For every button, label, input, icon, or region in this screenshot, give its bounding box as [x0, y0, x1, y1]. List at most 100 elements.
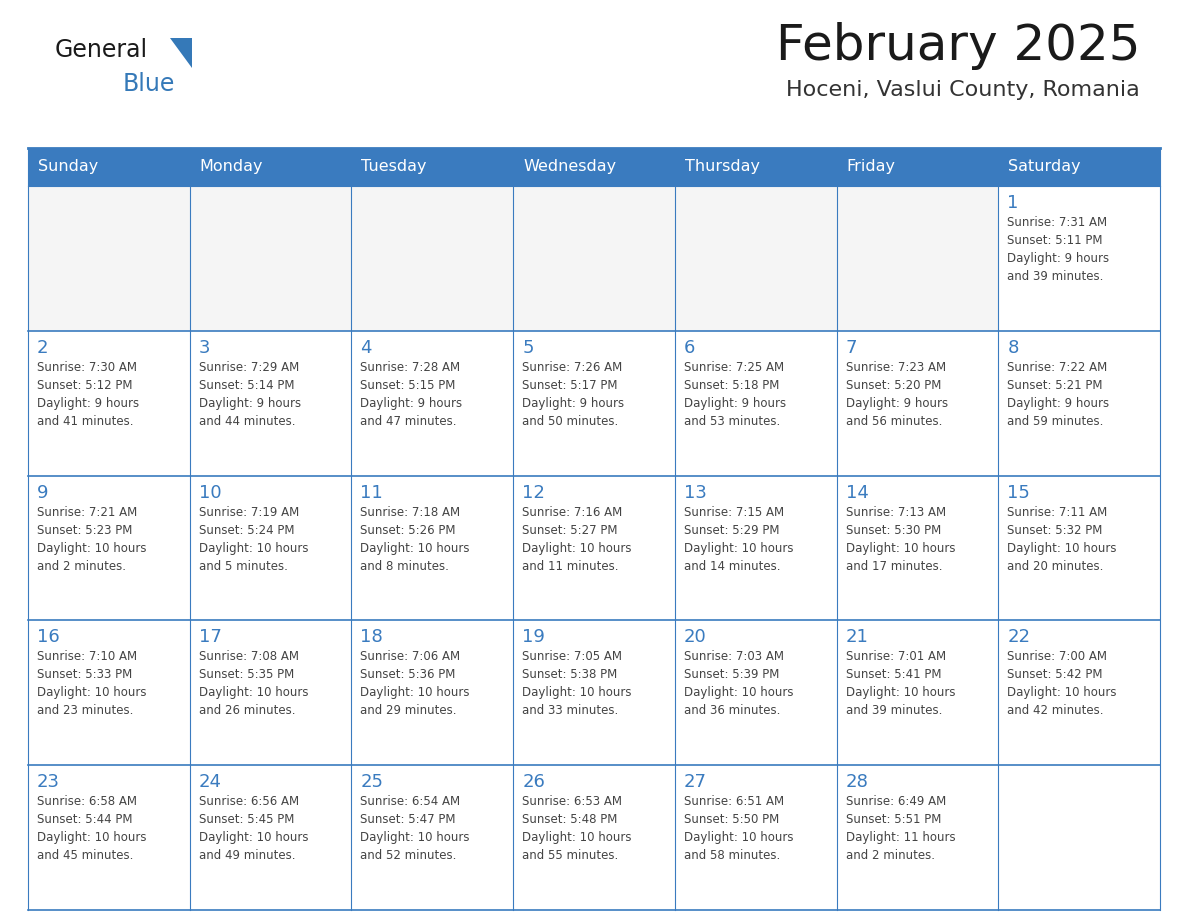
- Text: Sunrise: 7:01 AM
Sunset: 5:41 PM
Daylight: 10 hours
and 39 minutes.: Sunrise: 7:01 AM Sunset: 5:41 PM Dayligh…: [846, 650, 955, 717]
- Text: Sunrise: 7:10 AM
Sunset: 5:33 PM
Daylight: 10 hours
and 23 minutes.: Sunrise: 7:10 AM Sunset: 5:33 PM Dayligh…: [37, 650, 146, 717]
- Bar: [352, 186, 513, 330]
- Text: 7: 7: [846, 339, 857, 357]
- Text: 24: 24: [198, 773, 222, 791]
- Text: Thursday: Thursday: [684, 160, 760, 174]
- Text: 20: 20: [684, 629, 707, 646]
- Bar: [513, 476, 675, 621]
- Text: Monday: Monday: [200, 160, 264, 174]
- Text: 25: 25: [360, 773, 384, 791]
- Text: 18: 18: [360, 629, 384, 646]
- Bar: [513, 186, 675, 330]
- Bar: [836, 766, 998, 910]
- Text: 6: 6: [684, 339, 695, 357]
- Bar: [675, 186, 836, 330]
- Bar: [29, 621, 190, 766]
- Text: Hoceni, Vaslui County, Romania: Hoceni, Vaslui County, Romania: [786, 80, 1140, 100]
- Text: Sunrise: 7:05 AM
Sunset: 5:38 PM
Daylight: 10 hours
and 33 minutes.: Sunrise: 7:05 AM Sunset: 5:38 PM Dayligh…: [523, 650, 632, 717]
- Text: 11: 11: [360, 484, 384, 501]
- Bar: [675, 621, 836, 766]
- Bar: [998, 766, 1159, 910]
- Bar: [190, 148, 352, 186]
- Bar: [190, 330, 352, 476]
- Text: 16: 16: [37, 629, 59, 646]
- Text: Sunrise: 7:11 AM
Sunset: 5:32 PM
Daylight: 10 hours
and 20 minutes.: Sunrise: 7:11 AM Sunset: 5:32 PM Dayligh…: [1007, 506, 1117, 573]
- Text: 14: 14: [846, 484, 868, 501]
- Text: Sunday: Sunday: [38, 160, 99, 174]
- Bar: [29, 186, 190, 330]
- Bar: [190, 766, 352, 910]
- Bar: [190, 476, 352, 621]
- Bar: [836, 148, 998, 186]
- Text: Tuesday: Tuesday: [361, 160, 426, 174]
- Text: Blue: Blue: [124, 72, 176, 96]
- Text: 17: 17: [198, 629, 222, 646]
- Bar: [190, 621, 352, 766]
- Polygon shape: [170, 38, 192, 68]
- Text: 8: 8: [1007, 339, 1018, 357]
- Text: 4: 4: [360, 339, 372, 357]
- Text: Sunrise: 7:13 AM
Sunset: 5:30 PM
Daylight: 10 hours
and 17 minutes.: Sunrise: 7:13 AM Sunset: 5:30 PM Dayligh…: [846, 506, 955, 573]
- Text: Sunrise: 7:22 AM
Sunset: 5:21 PM
Daylight: 9 hours
and 59 minutes.: Sunrise: 7:22 AM Sunset: 5:21 PM Dayligh…: [1007, 361, 1110, 428]
- Text: Sunrise: 7:18 AM
Sunset: 5:26 PM
Daylight: 10 hours
and 8 minutes.: Sunrise: 7:18 AM Sunset: 5:26 PM Dayligh…: [360, 506, 470, 573]
- Text: 13: 13: [684, 484, 707, 501]
- Bar: [513, 330, 675, 476]
- Text: 26: 26: [523, 773, 545, 791]
- Text: Sunrise: 7:31 AM
Sunset: 5:11 PM
Daylight: 9 hours
and 39 minutes.: Sunrise: 7:31 AM Sunset: 5:11 PM Dayligh…: [1007, 216, 1110, 283]
- Text: 1: 1: [1007, 194, 1018, 212]
- Bar: [836, 621, 998, 766]
- Text: 2: 2: [37, 339, 49, 357]
- Text: Sunrise: 7:30 AM
Sunset: 5:12 PM
Daylight: 9 hours
and 41 minutes.: Sunrise: 7:30 AM Sunset: 5:12 PM Dayligh…: [37, 361, 139, 428]
- Text: Sunrise: 7:00 AM
Sunset: 5:42 PM
Daylight: 10 hours
and 42 minutes.: Sunrise: 7:00 AM Sunset: 5:42 PM Dayligh…: [1007, 650, 1117, 717]
- Text: 15: 15: [1007, 484, 1030, 501]
- Bar: [836, 476, 998, 621]
- Text: 12: 12: [523, 484, 545, 501]
- Bar: [352, 148, 513, 186]
- Text: 23: 23: [37, 773, 61, 791]
- Bar: [513, 621, 675, 766]
- Bar: [998, 330, 1159, 476]
- Text: 3: 3: [198, 339, 210, 357]
- Bar: [352, 476, 513, 621]
- Text: Sunrise: 7:28 AM
Sunset: 5:15 PM
Daylight: 9 hours
and 47 minutes.: Sunrise: 7:28 AM Sunset: 5:15 PM Dayligh…: [360, 361, 462, 428]
- Text: Sunrise: 6:58 AM
Sunset: 5:44 PM
Daylight: 10 hours
and 45 minutes.: Sunrise: 6:58 AM Sunset: 5:44 PM Dayligh…: [37, 795, 146, 862]
- Text: Friday: Friday: [847, 160, 896, 174]
- Bar: [352, 766, 513, 910]
- Text: Sunrise: 7:16 AM
Sunset: 5:27 PM
Daylight: 10 hours
and 11 minutes.: Sunrise: 7:16 AM Sunset: 5:27 PM Dayligh…: [523, 506, 632, 573]
- Bar: [29, 476, 190, 621]
- Text: 22: 22: [1007, 629, 1030, 646]
- Bar: [29, 148, 190, 186]
- Text: 5: 5: [523, 339, 533, 357]
- Bar: [352, 330, 513, 476]
- Text: Sunrise: 6:56 AM
Sunset: 5:45 PM
Daylight: 10 hours
and 49 minutes.: Sunrise: 6:56 AM Sunset: 5:45 PM Dayligh…: [198, 795, 308, 862]
- Bar: [675, 148, 836, 186]
- Text: 28: 28: [846, 773, 868, 791]
- Text: 21: 21: [846, 629, 868, 646]
- Text: Sunrise: 7:26 AM
Sunset: 5:17 PM
Daylight: 9 hours
and 50 minutes.: Sunrise: 7:26 AM Sunset: 5:17 PM Dayligh…: [523, 361, 624, 428]
- Bar: [675, 476, 836, 621]
- Bar: [29, 330, 190, 476]
- Bar: [29, 766, 190, 910]
- Bar: [998, 186, 1159, 330]
- Text: Sunrise: 6:51 AM
Sunset: 5:50 PM
Daylight: 10 hours
and 58 minutes.: Sunrise: 6:51 AM Sunset: 5:50 PM Dayligh…: [684, 795, 794, 862]
- Text: Sunrise: 7:29 AM
Sunset: 5:14 PM
Daylight: 9 hours
and 44 minutes.: Sunrise: 7:29 AM Sunset: 5:14 PM Dayligh…: [198, 361, 301, 428]
- Text: February 2025: February 2025: [776, 22, 1140, 70]
- Text: Sunrise: 7:21 AM
Sunset: 5:23 PM
Daylight: 10 hours
and 2 minutes.: Sunrise: 7:21 AM Sunset: 5:23 PM Dayligh…: [37, 506, 146, 573]
- Bar: [998, 476, 1159, 621]
- Bar: [513, 766, 675, 910]
- Text: Sunrise: 7:25 AM
Sunset: 5:18 PM
Daylight: 9 hours
and 53 minutes.: Sunrise: 7:25 AM Sunset: 5:18 PM Dayligh…: [684, 361, 786, 428]
- Text: Sunrise: 7:19 AM
Sunset: 5:24 PM
Daylight: 10 hours
and 5 minutes.: Sunrise: 7:19 AM Sunset: 5:24 PM Dayligh…: [198, 506, 308, 573]
- Text: General: General: [55, 38, 148, 62]
- Bar: [998, 621, 1159, 766]
- Text: Wednesday: Wednesday: [523, 160, 617, 174]
- Bar: [352, 621, 513, 766]
- Text: Sunrise: 7:15 AM
Sunset: 5:29 PM
Daylight: 10 hours
and 14 minutes.: Sunrise: 7:15 AM Sunset: 5:29 PM Dayligh…: [684, 506, 794, 573]
- Text: Sunrise: 7:08 AM
Sunset: 5:35 PM
Daylight: 10 hours
and 26 minutes.: Sunrise: 7:08 AM Sunset: 5:35 PM Dayligh…: [198, 650, 308, 717]
- Text: Sunrise: 6:54 AM
Sunset: 5:47 PM
Daylight: 10 hours
and 52 minutes.: Sunrise: 6:54 AM Sunset: 5:47 PM Dayligh…: [360, 795, 470, 862]
- Bar: [836, 186, 998, 330]
- Text: Sunrise: 7:03 AM
Sunset: 5:39 PM
Daylight: 10 hours
and 36 minutes.: Sunrise: 7:03 AM Sunset: 5:39 PM Dayligh…: [684, 650, 794, 717]
- Bar: [190, 186, 352, 330]
- Text: Saturday: Saturday: [1009, 160, 1081, 174]
- Text: Sunrise: 6:49 AM
Sunset: 5:51 PM
Daylight: 11 hours
and 2 minutes.: Sunrise: 6:49 AM Sunset: 5:51 PM Dayligh…: [846, 795, 955, 862]
- Bar: [998, 148, 1159, 186]
- Bar: [675, 766, 836, 910]
